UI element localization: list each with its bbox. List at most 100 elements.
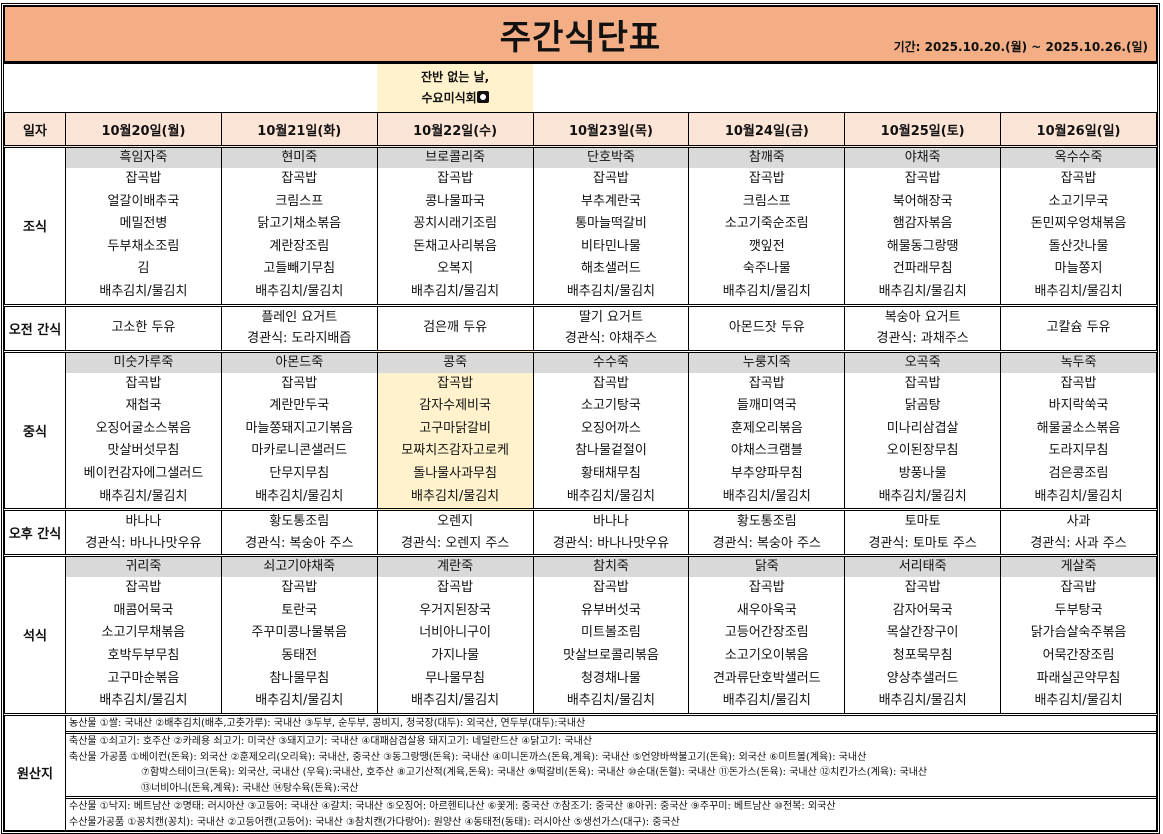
day-header: 10월24일(금) [688, 112, 846, 147]
menu-item: 잡곡밥 [593, 375, 629, 391]
porridge-item: 쇠고기야채죽 [221, 557, 377, 578]
menu-item: 돌나물사과무침 [413, 465, 497, 481]
meal-cell: 녹두죽 잡곡밥 바지락쑥국 해물굴소스볶음 도라지무침 검은콩조림 배추김치/물김치 [1000, 349, 1157, 511]
porridge-item: 아몬드죽 [221, 352, 377, 373]
porridge-item: 서리태죽 [845, 557, 1001, 578]
no-leftover-day-note: 잔반 없는 날, 수요미식회 [377, 62, 534, 113]
menu-item: 닭가슴살숙주볶음 [1030, 625, 1127, 641]
snack-item: 경관식: 토마토 주스 [868, 535, 977, 551]
menu-item: 계란만두국 [269, 398, 330, 414]
menu-item: 토란국 [281, 602, 318, 618]
snack-item: 고소한 두유 [111, 320, 176, 336]
menu-item: 맛살브로콜리볶음 [563, 647, 659, 663]
meal-cell: 참치죽 잡곡밥 유부버섯국 미트볼조림 맛살브로콜리볶음 청경채나물 배추김치/물김치 [532, 554, 690, 715]
menu-item: 잡곡밥 [1060, 171, 1097, 186]
menu-item: 닭곰탕 [904, 398, 941, 414]
meal-cell: 미숫가루죽 잡곡밥 재첩국 오징어굴소스볶음 맛살버섯무침 베이컨감자에그샐러드 배추김치/… [65, 349, 222, 511]
snack-cell: 딸기 요거트 경관식: 야채주스 [532, 303, 690, 352]
menu-item: 고등어간장조림 [724, 625, 809, 641]
menu-item: 배추김치/물김치 [722, 283, 811, 299]
porridge-item: 게살죽 [1001, 557, 1156, 578]
porridge-item: 미숫가루죽 [66, 352, 221, 373]
snack-item: 경관식: 도라지배즙 [247, 331, 352, 347]
porridge-item: 단호박죽 [533, 148, 689, 168]
menu-item: 깻잎전 [748, 238, 785, 254]
menu-item: 배추김치/물김치 [99, 693, 188, 709]
note-line-1: 잔반 없는 날, [421, 70, 490, 84]
menu-item: 베이컨감자에그샐러드 [83, 465, 204, 481]
snack-item: 검은깨 두유 [423, 320, 488, 336]
menu-table: 주간식단표 기간: 2025.10.20.(월) ~ 2025.10.26.(일… [4, 6, 1157, 832]
meal-row-dinner: 석식 귀리죽 잡곡밥 매콤어묵국 소고기무채볶음 호박두부무침 고구마순볶음 배추김치/물김치… [4, 554, 1157, 715]
menu-item: 너비아니구이 [419, 625, 491, 641]
menu-item: 참나물겉절이 [575, 443, 647, 459]
menu-item: 잡곡밥 [1060, 375, 1097, 391]
day-header: 10월22일(수) [376, 112, 534, 147]
menu-item: 새우아욱국 [736, 602, 797, 618]
menu-item: 훈제오리볶음 [730, 420, 803, 436]
menu-item: 검은콩조림 [1048, 465, 1109, 481]
day-header: 10월25일(토) [844, 112, 1002, 147]
porridge-item: 브로콜리죽 [377, 148, 533, 168]
meal-cell: 누룽지죽 잡곡밥 들깨미역국 훈제오리볶음 야채스크램블 부추양파무침 배추김치/물김치 [688, 349, 846, 511]
menu-item: 잡곡밥 [1060, 580, 1097, 596]
menu-item: 숙주나물 [742, 261, 791, 277]
origin-line: 수산물가공품 ①꽁치캔(꽁치): 국내산 ②고등어캔(고등어): 국내산 ③참치… [69, 816, 680, 828]
meal-label-am_snack: 오전 간식 [4, 303, 66, 352]
menu-item: 얼갈이배추국 [107, 193, 180, 209]
meal-cell: 콩죽 잡곡밥 감자수제비국 고구마닭갈비 모짜치즈감자고로케 돌나물사과무침 배추김치/물김… [376, 349, 534, 511]
snack-item: 경관식: 과채주스 [876, 331, 969, 347]
menu-item: 해물굴소스볶음 [1036, 420, 1121, 436]
menu-item: 해물동그랑땡 [886, 238, 959, 254]
porridge-item: 참치죽 [533, 557, 689, 578]
menu-item: 오징어굴소스볶음 [95, 420, 192, 436]
meal-cell: 게살죽 잡곡밥 두부탕국 닭가슴살숙주볶음 어묵간장조림 파래실곤약무침 배추김치/물김치 [1000, 554, 1157, 715]
menu-item: 청경채나물 [581, 670, 641, 686]
menu-item: 견과류단호박샐러드 [712, 670, 821, 686]
snack-item: 오렌지 [437, 514, 474, 530]
menu-item: 가지나물 [431, 647, 480, 663]
snack-item: 플레인 요거트 [261, 309, 338, 325]
origin-row: 원산지 농산물 ①쌀: 국내산 ②배추김치(배추,고춧가루): 국내산 ③두부, … [4, 712, 1157, 832]
meal-cell: 브로콜리죽 잡곡밥 콩나물파국 꽁치시래기조림 돈채고사리볶음 오복지 배추김치/물김치 [376, 145, 534, 306]
origin-line: ⑦함박스테이크(돈육): 외국산, 국내산 (우육):국내산, 호주산 ⑧고기산… [141, 767, 928, 779]
menu-item: 소고기오이볶음 [724, 647, 809, 663]
snack-item: 경관식: 바나나맛우유 [85, 535, 202, 551]
porridge-item: 귀리죽 [66, 557, 221, 578]
menu-item: 잡곡밥 [437, 171, 474, 186]
menu-item: 닭고기채소볶음 [257, 216, 342, 232]
origin-line: ⑬너비아니(돈육,계육): 국내산 ⑭탕수육(돈육):국산 [141, 782, 359, 794]
meal-cell: 닭죽 잡곡밥 새우아욱국 고등어간장조림 소고기오이볶음 견과류단호박샐러드 배추김치/물김… [688, 554, 846, 715]
menu-item: 배추김치/물김치 [255, 693, 344, 709]
menu-item: 배추김치/물김치 [99, 283, 188, 299]
menu-item: 메밀전병 [119, 216, 168, 232]
menu-item: 잡곡밥 [748, 375, 785, 391]
menu-item: 마카로니콘샐러드 [251, 443, 348, 459]
period-label: 기간: 2025.10.20.(월) ~ 2025.10.26.(일) [893, 40, 1148, 54]
menu-item: 미트볼조림 [581, 625, 641, 641]
menu-item: 동태전 [281, 647, 318, 663]
menu-item: 부추계란국 [581, 193, 641, 209]
snack-item: 고칼슘 두유 [1046, 320, 1111, 336]
porridge-item: 계란죽 [377, 557, 533, 578]
menu-item: 배추김치/물김치 [566, 693, 655, 709]
menu-item: 배추김치/물김치 [411, 693, 500, 709]
menu-item: 소고기무채볶음 [101, 625, 186, 641]
menu-item: 목살간장구이 [886, 625, 959, 641]
porridge-item: 참깨죽 [689, 148, 845, 168]
menu-item: 단무지무침 [269, 465, 330, 481]
snack-item: 딸기 요거트 [578, 309, 643, 325]
page-title: 주간식단표 [499, 17, 662, 58]
menu-item: 방풍나물 [898, 465, 947, 481]
origin-line: 농산물 ①쌀: 국내산 ②배추김치(배추,고춧가루): 국내산 ③두부, 순두부… [69, 717, 586, 729]
menu-item: 오이된장무침 [886, 443, 959, 459]
day-header: 10월21일(화) [220, 112, 378, 147]
meal-label-dinner: 석식 [4, 554, 66, 715]
menu-item: 잡곡밥 [281, 375, 318, 391]
snack-cell: 복숭아 요거트 경관식: 과채주스 [844, 303, 1002, 352]
menu-item: 햄감자볶음 [892, 216, 953, 232]
menu-item: 도라지무침 [1048, 443, 1109, 459]
menu-item: 해초샐러드 [581, 261, 641, 277]
menu-item: 소고기무국 [1048, 193, 1109, 209]
